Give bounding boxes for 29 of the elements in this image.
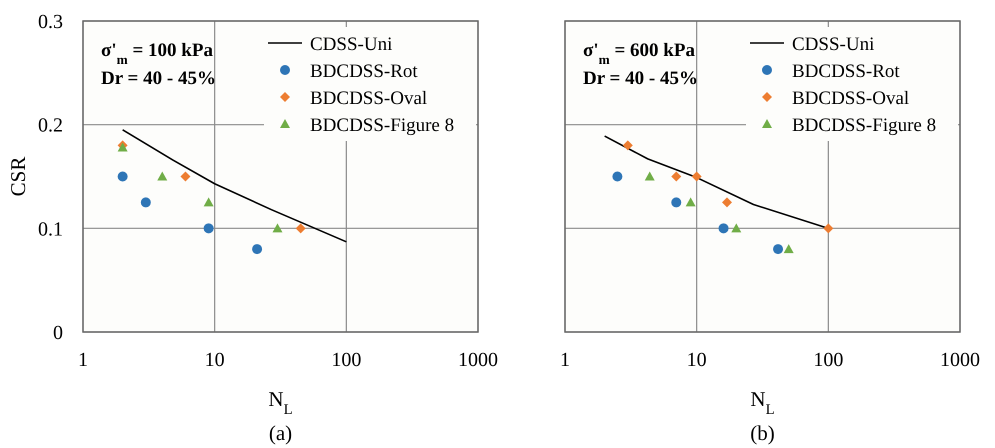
- legend-label: BDCDSS-Figure 8: [792, 115, 936, 136]
- legend-label: BDCDSS-Figure 8: [310, 115, 454, 136]
- legend-label: CDSS-Uni: [792, 34, 874, 55]
- x-axis-title: N$_{L}$: [268, 387, 293, 418]
- x-tick-label: 1: [78, 349, 88, 371]
- x-tick-label: 100: [813, 349, 844, 371]
- x-tick-label: 1000: [458, 349, 498, 371]
- x-axis-title: N$_{L}$: [750, 387, 775, 418]
- legend-label: CDSS-Uni: [310, 34, 392, 55]
- text: (a): [268, 421, 292, 445]
- x-tick-label: 1: [560, 349, 570, 371]
- text: (b): [750, 421, 775, 445]
- annotation: σ'$_{m}$ = 600 kPa: [583, 40, 696, 66]
- legend-label: BDCDSS-Oval: [310, 88, 428, 109]
- x-tick-label: 10: [204, 349, 225, 371]
- annotation: Dr = 40 - 45%: [583, 68, 698, 89]
- y-tick-label: 0.1: [38, 218, 63, 240]
- x-tick-label: 100: [331, 349, 362, 371]
- x-tick-label: 1000: [940, 349, 980, 371]
- y-axis-title: CSR: [6, 156, 30, 196]
- y-tick-label: 0: [53, 322, 63, 344]
- x-tick-label: 10: [686, 349, 707, 371]
- legend-label: BDCDSS-Oval: [792, 88, 910, 109]
- legend-label: BDCDSS-Rot: [310, 61, 418, 82]
- legend-label: BDCDSS-Rot: [792, 61, 900, 82]
- annotation: Dr = 40 - 45%: [101, 68, 216, 89]
- y-tick-label: 0.3: [38, 11, 63, 33]
- y-tick-label: 0.2: [38, 114, 63, 137]
- annotation: σ'$_{m}$ = 100 kPa: [101, 40, 214, 66]
